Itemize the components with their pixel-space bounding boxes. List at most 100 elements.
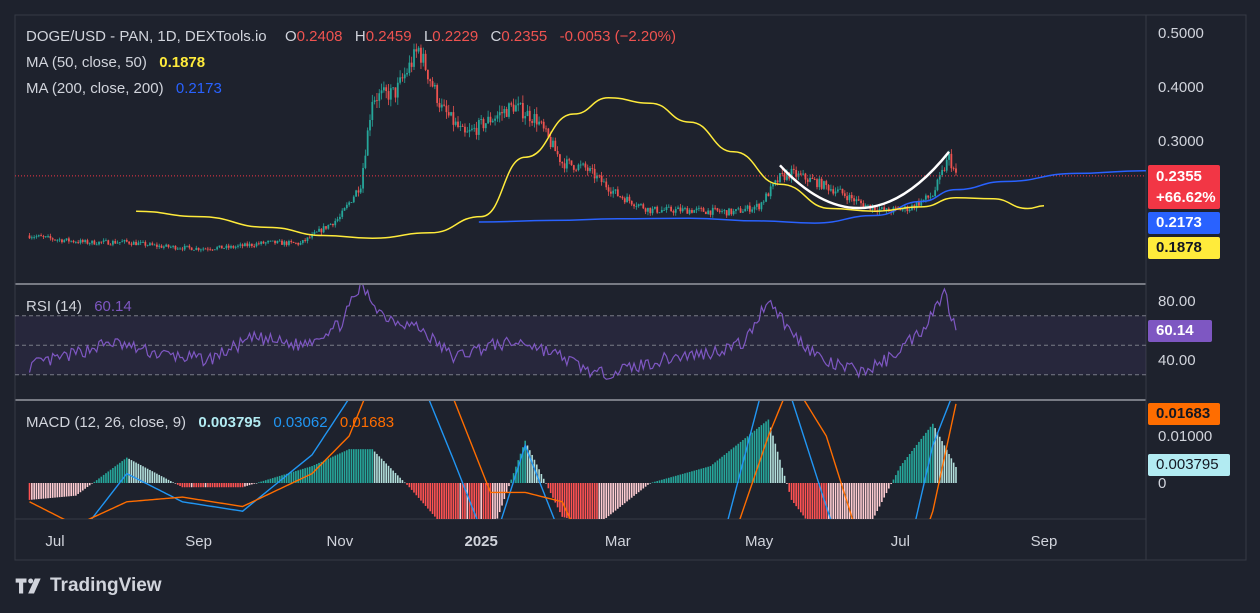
candle-body [257, 243, 260, 245]
candle-body [204, 248, 207, 250]
macd-histogram-bar [672, 476, 675, 483]
macd-histogram-bar [677, 475, 679, 483]
candle-body [549, 136, 552, 148]
candle-body [315, 231, 318, 233]
candle-body [559, 154, 561, 163]
macd-histogram-bar [100, 476, 103, 483]
candle-body [357, 190, 360, 193]
candle-body [505, 109, 508, 117]
candle-body [132, 241, 135, 245]
change-value: -0.0053 (−2.20%) [559, 28, 676, 45]
price-tick-label: 0.4000 [1158, 79, 1204, 96]
macd-histogram-bar [396, 475, 399, 483]
candle-body [415, 49, 418, 52]
candle-body [37, 235, 40, 237]
macd-histogram-bar [450, 483, 452, 519]
time-tick-label: 2025 [464, 533, 497, 550]
macd-histogram-bar [496, 483, 499, 519]
candle-body [779, 173, 781, 183]
plot-background [15, 15, 1146, 560]
macd-histogram-bar [359, 449, 362, 483]
rsi-tick-label: 40.00 [1158, 352, 1196, 369]
brand-name: TradingView [50, 575, 162, 596]
macd-histogram-bar [325, 459, 327, 483]
candle-body [98, 241, 100, 245]
candle-body [304, 240, 307, 242]
macd-histogram-bar [313, 465, 316, 483]
macd-histogram-bar [72, 483, 75, 496]
candle-body [707, 210, 710, 215]
candle-body [373, 100, 376, 102]
macd-histogram-bar [137, 463, 140, 483]
candle-body [179, 248, 181, 250]
candle-body [211, 249, 214, 251]
tradingview-logo[interactable]: TradingView [14, 575, 162, 597]
macd-histogram-bar [350, 449, 353, 483]
candle-body [519, 102, 522, 104]
macd-histogram-bar [950, 458, 953, 483]
macd-histogram-bar [686, 472, 689, 483]
macd-label: MACD (12, 26, close, 9) [26, 414, 187, 431]
macd-histogram-bar [167, 479, 170, 483]
macd-pane [28, 401, 957, 519]
candle-body [603, 181, 605, 183]
candle-body [28, 235, 31, 239]
candle-body [802, 173, 805, 175]
candle-body [633, 204, 635, 207]
macd-histogram-bar [848, 483, 851, 519]
macd-histogram-bar [186, 483, 188, 488]
macd-histogram-bar [408, 483, 411, 488]
candle-body [311, 234, 313, 238]
macd-histogram-bar [869, 483, 872, 519]
macd-histogram-bar [825, 483, 828, 519]
candle-body [190, 247, 193, 251]
macd-histogram-bar [901, 463, 904, 483]
macd-histogram-bar [698, 469, 700, 483]
candle-body [660, 210, 663, 213]
macd-histogram-bar [498, 483, 501, 513]
macd-histogram-bar [932, 423, 934, 483]
macd-histogram-bar [70, 483, 73, 497]
chart-frame [14, 14, 1247, 561]
macd-histogram-bar [830, 483, 832, 519]
candle-body [735, 209, 737, 212]
macd-histogram-bar [705, 467, 707, 483]
macd-histogram-bar [320, 461, 323, 483]
macd-histogram-bar [271, 478, 274, 483]
macd-histogram-bar [427, 483, 429, 509]
low-value: 0.2229 [432, 28, 479, 45]
candle-body [297, 242, 300, 245]
candle-body [871, 206, 874, 210]
candle-body [503, 109, 506, 114]
candle-body [535, 114, 538, 125]
macd-histogram-bar [813, 483, 816, 519]
candle-body [644, 208, 647, 212]
high-value: 0.2459 [365, 28, 412, 45]
macd-histogram-bar [568, 483, 570, 519]
open-label: O [284, 28, 297, 45]
candle-body [42, 236, 45, 237]
time-tick-label: Jul [45, 533, 64, 550]
candle-body [440, 104, 443, 108]
candle-body [396, 82, 399, 98]
macd-histogram-bar [88, 483, 91, 486]
macd-histogram-bar [612, 483, 614, 513]
macd-histogram-bar [804, 483, 807, 519]
macd-histogram-bar [908, 453, 911, 483]
candle-body [848, 194, 851, 201]
candle-body [480, 119, 483, 121]
macd-histogram-bar [559, 483, 561, 513]
macd-histogram-bar [878, 483, 881, 507]
macd-histogram-bar [955, 466, 957, 483]
macd-histogram-bar [540, 474, 543, 483]
macd-histogram-bar [554, 483, 557, 503]
candle-body [498, 112, 501, 116]
macd-histogram-bar [44, 483, 47, 499]
candle-body [568, 159, 571, 161]
candle-body [547, 128, 550, 137]
macd-histogram-bar [84, 483, 86, 489]
macd-histogram-bar [327, 458, 330, 483]
macd-histogram-bar [552, 483, 554, 498]
macd-histogram-bar [603, 483, 605, 519]
